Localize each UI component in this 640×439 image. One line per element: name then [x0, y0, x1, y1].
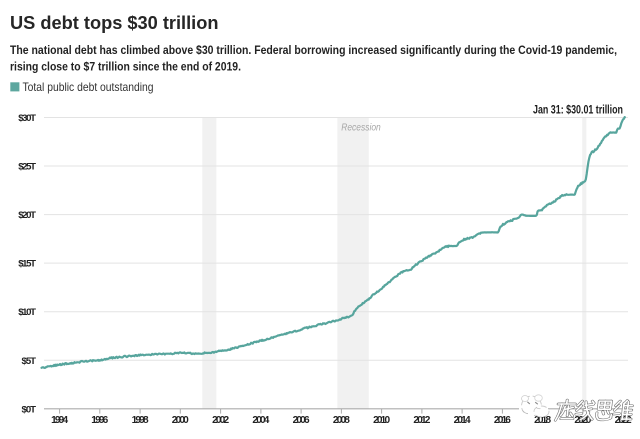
svg-text:Recession: Recession	[341, 123, 381, 134]
svg-text:US debt tops $30 trillion: US debt tops $30 trillion	[10, 12, 219, 33]
svg-text:1996: 1996	[91, 415, 108, 426]
svg-text:2018: 2018	[534, 415, 551, 426]
svg-text:2002: 2002	[212, 415, 229, 426]
svg-text:2006: 2006	[293, 415, 310, 426]
svg-text:2004: 2004	[252, 415, 269, 426]
svg-text:2020: 2020	[574, 415, 591, 426]
svg-text:$30T: $30T	[18, 113, 36, 124]
svg-text:1998: 1998	[132, 415, 149, 426]
svg-text:2010: 2010	[373, 415, 390, 426]
svg-text:2016: 2016	[494, 415, 511, 426]
svg-text:1994: 1994	[51, 415, 68, 426]
svg-text:$20T: $20T	[18, 210, 36, 221]
svg-text:2000: 2000	[172, 415, 189, 426]
svg-text:$5T: $5T	[22, 356, 37, 367]
svg-text:$25T: $25T	[18, 162, 36, 173]
svg-text:$10T: $10T	[18, 307, 36, 318]
svg-text:2022: 2022	[615, 415, 632, 426]
svg-text:The national debt has climbed: The national debt has climbed above $30 …	[10, 43, 617, 57]
svg-text:$0T: $0T	[22, 404, 37, 415]
svg-text:$15T: $15T	[18, 259, 36, 270]
svg-text:Total public debt outstanding: Total public debt outstanding	[23, 80, 154, 94]
svg-text:rising close to $7 trillion si: rising close to $7 trillion since the en…	[10, 60, 241, 74]
svg-text:2012: 2012	[413, 415, 430, 426]
svg-text:Jan 31: $30.01 trillion: Jan 31: $30.01 trillion	[533, 105, 623, 117]
svg-text:2014: 2014	[454, 415, 471, 426]
svg-text:2008: 2008	[333, 415, 350, 426]
